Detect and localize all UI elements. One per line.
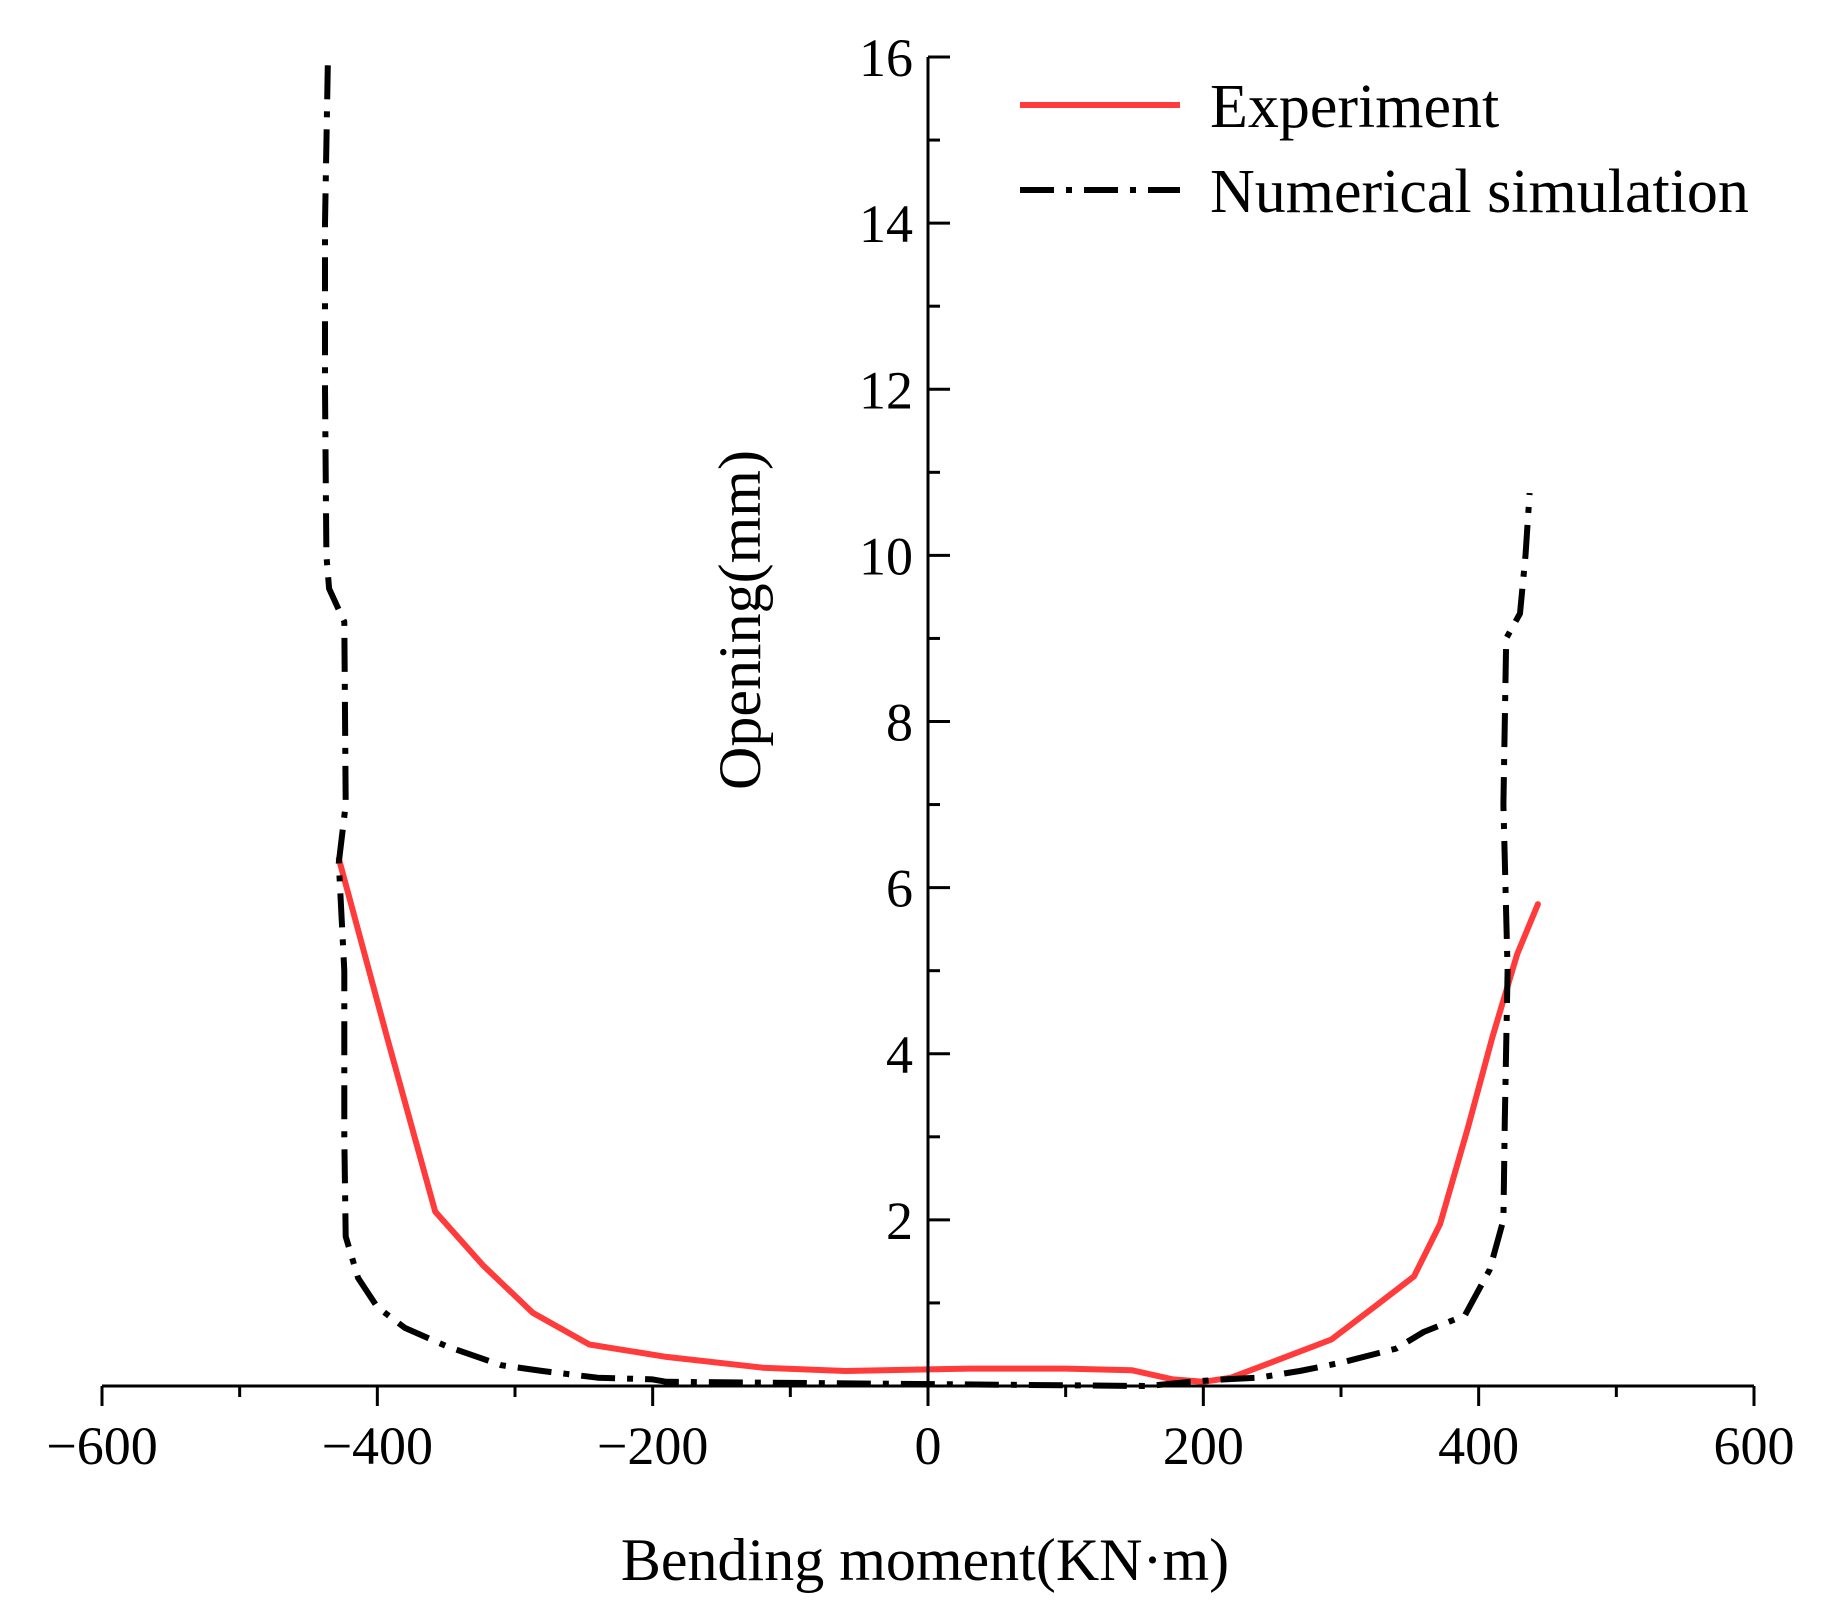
legend-label-experiment: Experiment — [1210, 73, 1499, 141]
y-tick-label: 16 — [859, 28, 913, 88]
plot-lines — [322, 65, 1541, 1389]
y-axis-title: Opening(mm) — [707, 450, 773, 790]
y-tick-label: 8 — [886, 693, 913, 753]
x-tick-label: −200 — [597, 1416, 708, 1476]
x-tick-label: 600 — [1714, 1416, 1795, 1476]
y-ticks: 2 4 6 8 10 12 14 16 — [859, 28, 950, 1305]
legend: Experiment Numerical simulation — [1020, 73, 1749, 226]
legend-label-simulation: Numerical simulation — [1210, 158, 1749, 226]
simulation-series-line — [322, 65, 1533, 1389]
y-tick-label: 6 — [886, 859, 913, 919]
x-tick-label: −600 — [46, 1416, 157, 1476]
experiment-series-line — [335, 855, 1541, 1385]
y-tick-label: 14 — [859, 194, 913, 254]
y-tick-label: 12 — [859, 360, 913, 420]
y-tick-label: 10 — [859, 526, 913, 586]
x-tick-label: −400 — [322, 1416, 433, 1476]
axes: −600 −400 −200 0 200 400 600 2 4 6 8 10 12 14 16 — [46, 28, 1794, 1476]
x-ticks: −600 −400 −200 0 200 400 600 — [46, 1386, 1795, 1476]
y-tick-label: 4 — [886, 1025, 913, 1085]
y-tick-label: 2 — [886, 1191, 913, 1251]
x-axis-title: Bending moment(KN·m) — [621, 1527, 1229, 1593]
x-tick-label: 400 — [1438, 1416, 1519, 1476]
x-tick-label: 200 — [1163, 1416, 1244, 1476]
x-tick-label: 0 — [915, 1416, 942, 1476]
